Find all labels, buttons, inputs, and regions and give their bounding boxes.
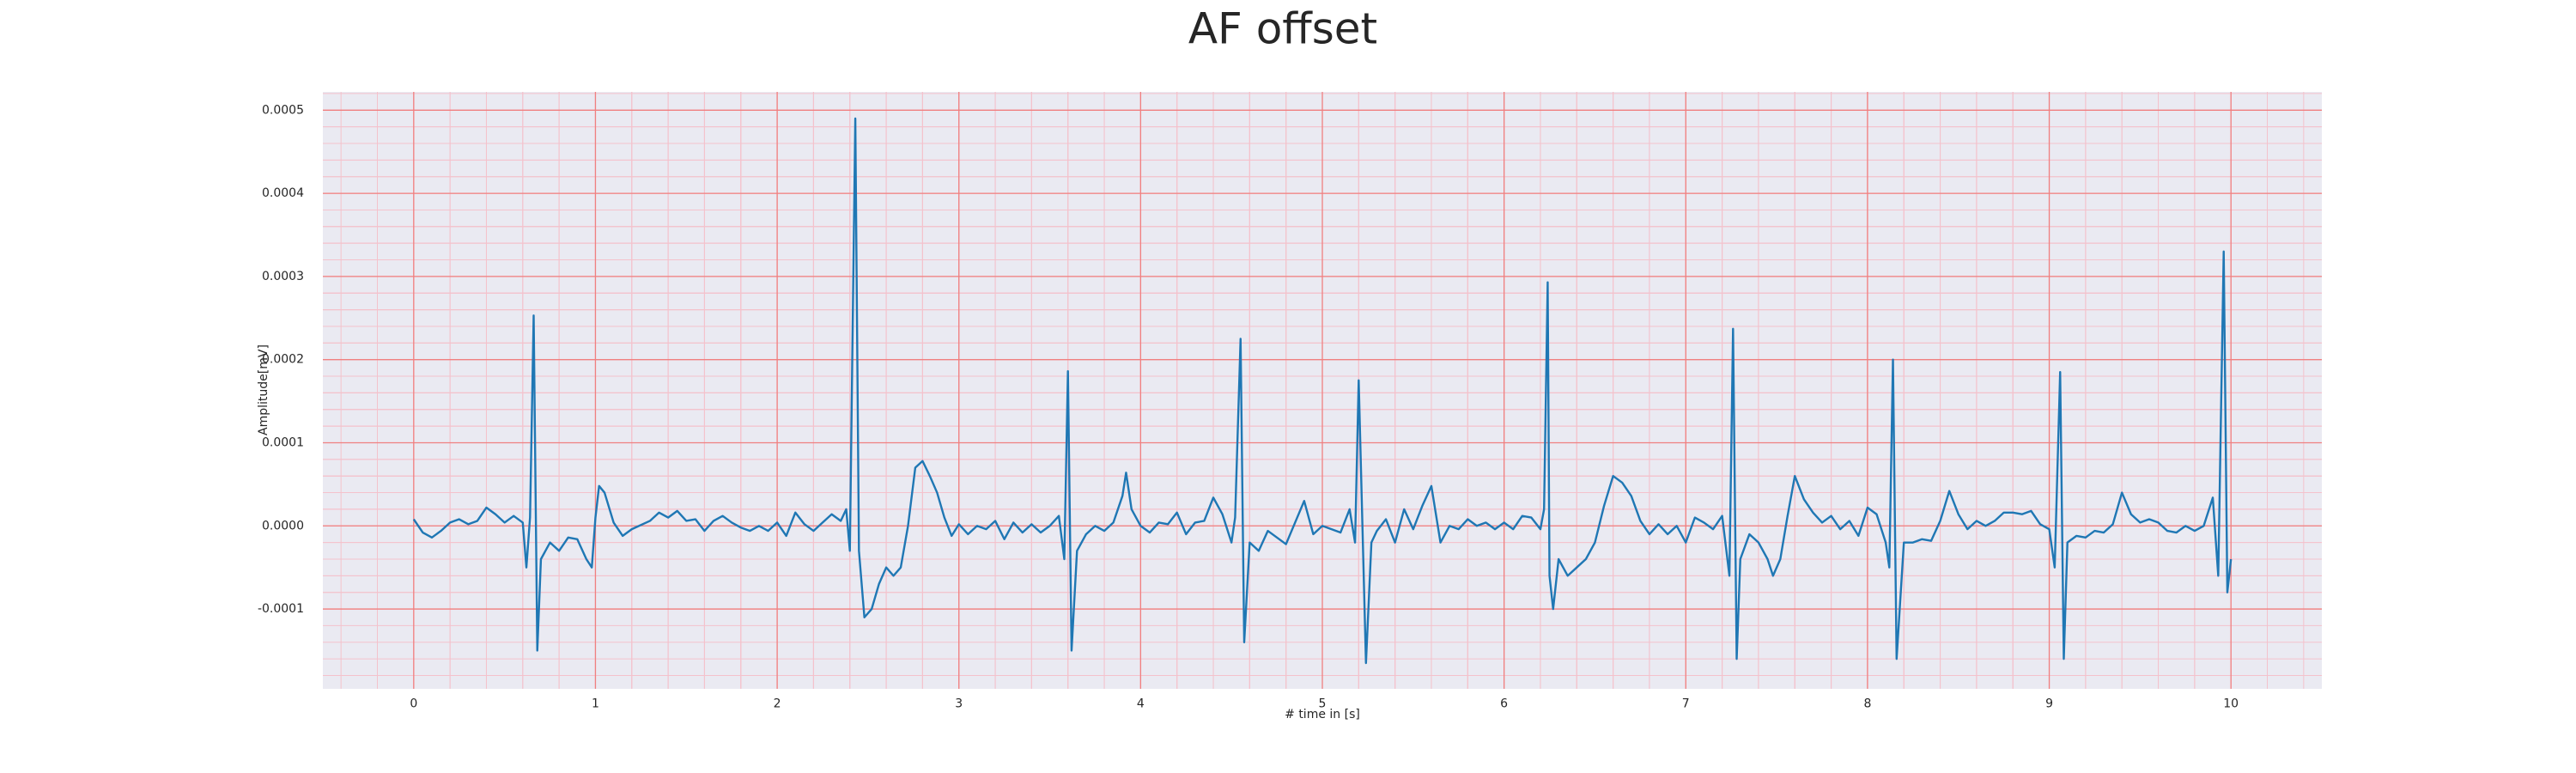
y-tick-label: 0.0005 xyxy=(262,103,304,117)
x-tick-label: 7 xyxy=(1682,697,1690,711)
x-axis-label: # time in [s] xyxy=(1285,708,1360,721)
y-tick-label: 0.0000 xyxy=(262,519,304,533)
x-tick-label: 9 xyxy=(2045,697,2053,711)
x-tick-label: 0 xyxy=(410,697,417,711)
y-tick-label: 0.0002 xyxy=(262,353,304,367)
x-tick-label: 1 xyxy=(592,697,599,711)
x-tick-label: 5 xyxy=(1319,697,1327,711)
y-tick-label: 0.0004 xyxy=(262,186,304,200)
y-tick-label: -0.0001 xyxy=(258,602,304,616)
x-tick-label: 6 xyxy=(1500,697,1508,711)
y-axis-label: Amplitude[mV] xyxy=(257,344,270,435)
y-tick-label: 0.0003 xyxy=(262,270,304,283)
chart-title: AF offset xyxy=(1188,4,1377,54)
x-tick-label: 4 xyxy=(1137,697,1145,711)
y-tick-label: 0.0001 xyxy=(262,435,304,449)
x-tick-label: 10 xyxy=(2223,697,2239,711)
grid xyxy=(323,92,2322,689)
x-tick-label: 8 xyxy=(1863,697,1871,711)
x-tick-label: 3 xyxy=(955,697,963,711)
data-line xyxy=(412,117,2233,665)
x-tick-label: 2 xyxy=(774,697,781,711)
